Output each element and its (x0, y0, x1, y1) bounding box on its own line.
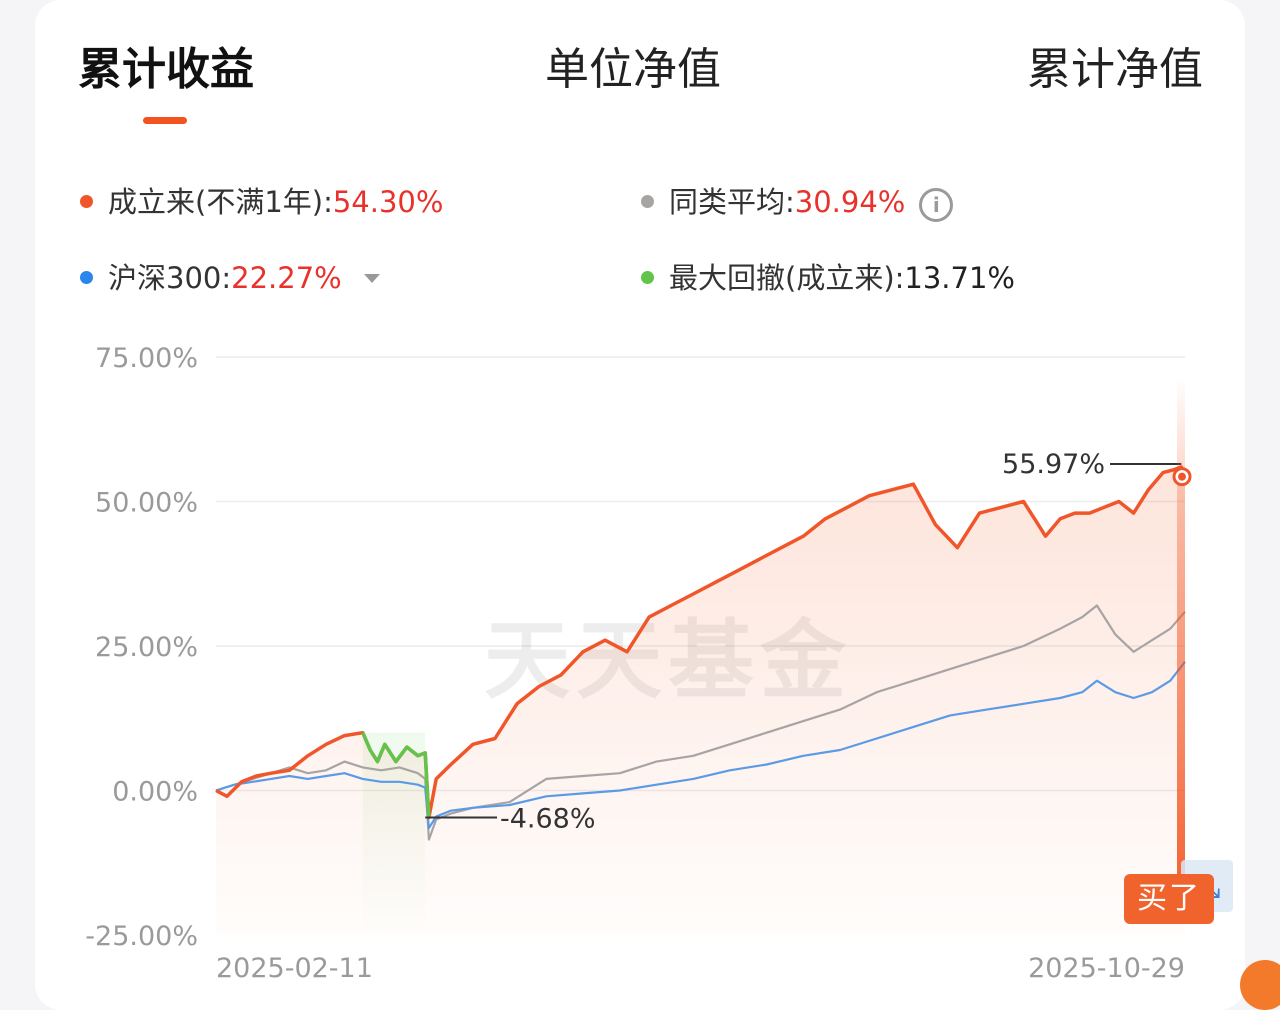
cursor-line (1177, 375, 1185, 885)
caret-down-icon[interactable] (363, 274, 380, 283)
drawdown-line (361, 732, 431, 818)
x-axis: 2025-02-11 2025-10-29 (216, 953, 1185, 984)
buy-button[interactable]: 买了 (1124, 874, 1214, 924)
legend-peer-value: 30.94% (794, 185, 906, 219)
cursor-point-core (1178, 472, 1186, 481)
fund-performance-card: 累计收益 单位净值 累计净值 成立来(不满1年):54.30% 同类平均:30.… (35, 0, 1245, 1010)
legend-drawdown-dot (641, 271, 654, 284)
legend-fund-value: 54.30% (332, 185, 444, 219)
x-tick-label-end: 2025-10-29 (1028, 953, 1185, 984)
legend-drawdown: 最大回撤(成立来):13.71% (641, 258, 1015, 298)
legend-drawdown-value: 13.71% (904, 261, 1015, 295)
annotations: 55.97% -4.68% (425, 375, 1192, 885)
info-icon[interactable]: i (919, 188, 954, 222)
y-tick-label: 75.00% (95, 343, 198, 374)
legend-index-value: 22.27% (231, 261, 342, 295)
y-tick-label: -25.00% (85, 921, 198, 952)
legend-drawdown-label: 最大回撤(成立来): (669, 261, 905, 295)
max-annotation-label: 55.97% (1002, 449, 1105, 480)
legend-index[interactable]: 沪深300:22.27% (80, 258, 380, 298)
return-chart[interactable]: 75.00%50.00%25.00%0.00%-25.00% 天天基金 55.9… (35, 0, 1245, 992)
legend-fund-dot (80, 195, 93, 208)
legend-peer-dot (641, 195, 654, 208)
floating-avatar[interactable] (1240, 960, 1280, 1010)
tab-cumulative-nav[interactable]: 累计净值 (1027, 44, 1203, 95)
y-axis: 75.00% 50.00% 25.00% 0.00% -25.00% (85, 343, 198, 952)
y-tick-label: 0.00% (112, 777, 198, 808)
legend-index-label: 沪深300: (108, 261, 232, 295)
legend-peer-label: 同类平均: (669, 185, 795, 219)
legend-fund-label: 成立来(不满1年): (108, 185, 333, 219)
peer-series-line (215, 604, 1186, 841)
min-annotation-label: -4.68% (500, 804, 596, 835)
legend-index-dot (80, 271, 93, 284)
x-tick-label-start: 2025-02-11 (216, 953, 373, 984)
tab-cumulative-return[interactable]: 累计收益 (78, 44, 254, 95)
legend-peer: 同类平均:30.94% i (641, 182, 954, 222)
tab-unit-nav[interactable]: 单位净值 (545, 44, 721, 95)
legend-fund: 成立来(不满1年):54.30% (80, 182, 443, 222)
y-tick-label: 50.00% (95, 488, 198, 519)
index-series-line (215, 661, 1186, 830)
y-tick-label: 25.00% (95, 632, 198, 663)
series-lines (215, 465, 1187, 841)
active-tab-indicator (143, 117, 187, 124)
